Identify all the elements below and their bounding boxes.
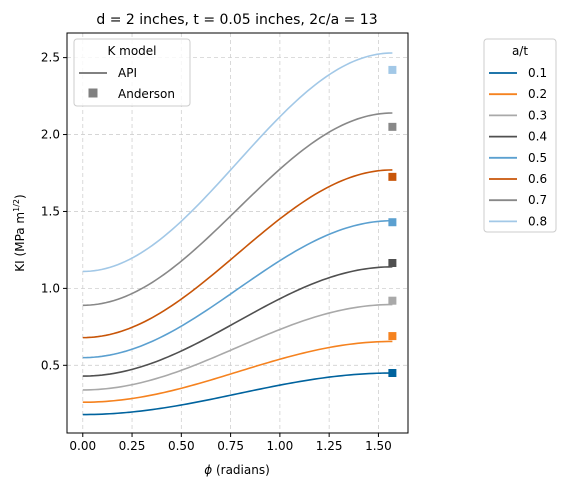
model-legend: K model API Anderson <box>73 38 191 107</box>
y-tick-label: 1.0 <box>41 281 60 295</box>
api-line-0.7 <box>82 112 393 307</box>
anderson-marker-0.8 <box>388 65 397 74</box>
x-tick-label: 0.75 <box>217 439 244 453</box>
series-legend-label-0.2: 0.2 <box>528 87 547 101</box>
x-tick-label: 0.25 <box>119 439 146 453</box>
series-legend-box <box>483 38 557 233</box>
anderson-marker-0.7 <box>388 122 397 131</box>
y-tick-label: 1.5 <box>41 204 60 218</box>
y-axis-label-sup: 1/2 <box>12 199 21 212</box>
series-legend-label-0.1: 0.1 <box>528 66 547 80</box>
y-tick-label: 2.0 <box>41 128 60 142</box>
x-axis-label: ϕ (radians) <box>204 463 270 477</box>
series-legend-label-0.8: 0.8 <box>528 214 547 228</box>
api-line-0.1 <box>82 372 393 416</box>
x-tick-label: 1.00 <box>267 439 294 453</box>
series-legend-items: 0.1 0.2 0.3 0.4 0.5 0.6 0.7 0.8 <box>489 66 547 228</box>
model-legend-anderson-label: Anderson <box>118 87 175 101</box>
model-legend-anderson-marker <box>88 88 98 98</box>
series-legend-label-0.3: 0.3 <box>528 108 547 122</box>
anderson-marker-0.2 <box>388 332 397 341</box>
x-tick-label: 1.50 <box>365 439 392 453</box>
series-legend-label-0.4: 0.4 <box>528 130 547 144</box>
series-legend-label-0.7: 0.7 <box>528 193 547 207</box>
api-line-0.5 <box>82 219 393 359</box>
y-axis-label-close: ) <box>13 194 27 199</box>
anderson-markers <box>388 65 397 377</box>
api-line-0.4 <box>82 266 393 377</box>
model-legend-api-label: API <box>118 66 137 80</box>
series-legend-title: a/t <box>512 44 528 58</box>
api-line-0.6 <box>82 169 393 339</box>
y-tick-label: 2.5 <box>41 51 60 65</box>
model-legend-box <box>73 38 191 107</box>
series-legend-label-0.6: 0.6 <box>528 172 547 186</box>
y-axis: 0.5 1.0 1.5 2.0 2.5 <box>41 51 67 372</box>
anderson-marker-0.3 <box>388 296 397 305</box>
x-axis-label-symbol: ϕ <box>204 463 212 477</box>
series-legend: a/t 0.1 0.2 0.3 0.4 0.5 0.6 0.7 0.8 <box>483 38 557 233</box>
anderson-marker-0.1 <box>388 369 397 377</box>
y-axis-label-main: KI (MPa m <box>13 212 27 272</box>
api-line-0.2 <box>82 340 393 404</box>
chart-title: d = 2 inches, t = 0.05 inches, 2c/a = 13 <box>96 12 377 28</box>
x-tick-label: 0.50 <box>168 439 195 453</box>
anderson-marker-0.4 <box>388 259 397 267</box>
series-layer <box>82 52 393 416</box>
api-line-0.8 <box>82 52 393 273</box>
y-tick-label: 0.5 <box>41 358 60 372</box>
x-axis: 0.00 0.25 0.50 0.75 1.00 1.25 1.50 <box>69 433 392 453</box>
y-axis-label: KI (MPa m1/2) <box>12 194 27 271</box>
model-legend-title: K model <box>107 44 156 58</box>
plot-frame <box>66 32 409 434</box>
x-tick-label: 0.00 <box>69 439 96 453</box>
x-axis-label-text: (radians) <box>212 463 270 477</box>
api-line-0.3 <box>82 303 393 391</box>
series-legend-label-0.5: 0.5 <box>528 151 547 165</box>
x-tick-label: 1.25 <box>316 439 343 453</box>
anderson-marker-0.6 <box>388 172 397 181</box>
anderson-marker-0.5 <box>388 218 397 227</box>
